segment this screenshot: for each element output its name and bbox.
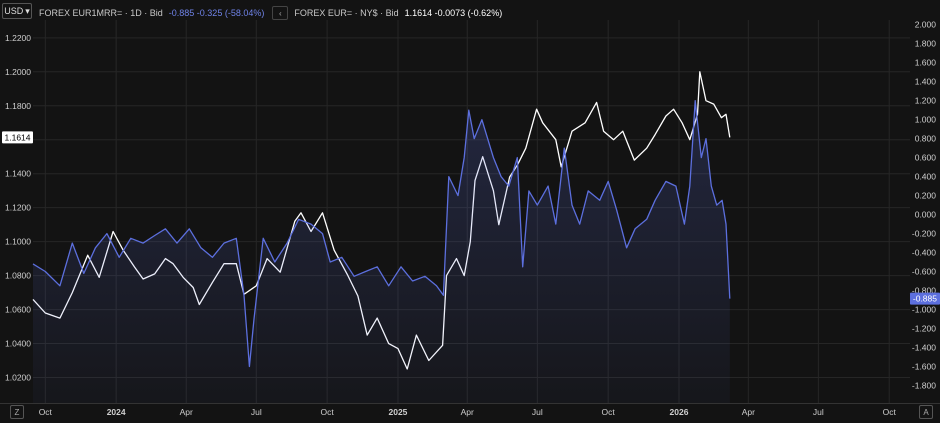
- right-axis-tick-label: 0.600: [915, 153, 937, 163]
- right-axis-tick-label: -0.400: [912, 248, 936, 258]
- x-axis-tick-label: Oct: [39, 407, 53, 417]
- right-axis-tick-label: -1.000: [912, 305, 936, 315]
- legend-series1-name[interactable]: FOREX EUR1MRR= · 1D · Bid: [39, 8, 163, 18]
- right-axis-tick-label: 0.400: [915, 172, 937, 182]
- x-axis-tick-label: Jul: [251, 407, 262, 417]
- x-axis-tick-label: 2024: [107, 407, 126, 417]
- x-axis-tick-label: Jul: [532, 407, 543, 417]
- series-area-eur1mrr: [33, 100, 730, 403]
- auto-scale-button[interactable]: A: [919, 405, 933, 419]
- chevron-down-icon: ▾: [25, 5, 30, 16]
- collapse-legend-button[interactable]: ‹: [272, 6, 289, 20]
- left-axis-tick-label: 1.2000: [5, 67, 31, 77]
- left-axis-tick-label: 1.1800: [5, 101, 31, 111]
- x-axis-tick-label: Oct: [883, 407, 897, 417]
- zoom-reset-button[interactable]: Z: [10, 405, 24, 419]
- right-axis-tick-label: 1.800: [915, 39, 937, 49]
- x-axis-tick-label: Apr: [180, 407, 193, 417]
- left-axis-tick-label: 1.1000: [5, 237, 31, 247]
- right-axis-tick-label: -0.800: [912, 286, 936, 296]
- left-axis-tick-label: 1.0200: [5, 373, 31, 383]
- right-axis-tick-label: -1.600: [912, 361, 936, 371]
- x-axis-tick-label: Oct: [321, 407, 335, 417]
- right-axis-tick-label: 1.600: [915, 58, 937, 68]
- zoom-reset-label: Z: [14, 407, 20, 417]
- right-axis-tick-label: 1.400: [915, 77, 937, 87]
- x-axis-tick-label: Apr: [742, 407, 755, 417]
- series-line-eur1mrr: [32, 100, 731, 368]
- right-axis-tick-label: 0.800: [915, 134, 937, 144]
- x-axis-tick-label: Oct: [602, 407, 616, 417]
- x-axis-tick-label: Apr: [461, 407, 474, 417]
- last-price-tag-right: [910, 292, 940, 305]
- right-axis-tick-label: 1.200: [915, 96, 937, 106]
- auto-scale-label: A: [923, 407, 929, 417]
- currency-label: USD: [4, 6, 24, 16]
- right-axis-tick-label: -0.200: [912, 229, 936, 239]
- last-price-tag-left-label: 1.1614: [5, 132, 31, 142]
- right-axis-tick-label: 0.000: [915, 210, 937, 220]
- last-price-tag-right-label: -0.885: [913, 294, 937, 304]
- x-axis-tick-label: 2026: [670, 407, 689, 417]
- legend-series2-values: 1.1614 -0.0073 (-0.62%): [404, 8, 503, 18]
- right-axis-tick-label: -0.600: [912, 267, 936, 277]
- chart-legend: FOREX EUR1MRR= · 1D · Bid -0.885 -0.325 …: [39, 6, 502, 20]
- currency-selector[interactable]: USD ▾: [2, 3, 32, 19]
- right-axis-tick-label: 1.000: [915, 115, 937, 125]
- right-axis-tick-label: -1.800: [912, 380, 936, 390]
- right-axis-tick-label: -1.200: [912, 323, 936, 333]
- last-price-tag-left: [2, 131, 33, 144]
- right-axis-tick-label: 2.000: [915, 20, 937, 30]
- chevron-left-icon: ‹: [279, 8, 282, 18]
- left-axis-tick-label: 1.0800: [5, 271, 31, 281]
- legend-series2-name[interactable]: FOREX EUR= · NY$ · Bid: [294, 8, 399, 18]
- right-axis-tick-label: -1.400: [912, 342, 936, 352]
- right-axis-tick-label: 0.200: [915, 191, 937, 201]
- legend-series1-values: -0.885 -0.325 (-58.04%): [168, 8, 265, 18]
- left-axis-tick-label: 1.2200: [5, 33, 31, 43]
- left-axis-tick-label: 1.0400: [5, 339, 31, 349]
- left-axis-tick-label: 1.1200: [5, 203, 31, 213]
- left-axis-tick-label: 1.0600: [5, 305, 31, 315]
- left-axis-tick-label: 1.1400: [5, 169, 31, 179]
- x-axis-tick-label: 2025: [389, 407, 408, 417]
- x-axis-tick-label: Jul: [813, 407, 824, 417]
